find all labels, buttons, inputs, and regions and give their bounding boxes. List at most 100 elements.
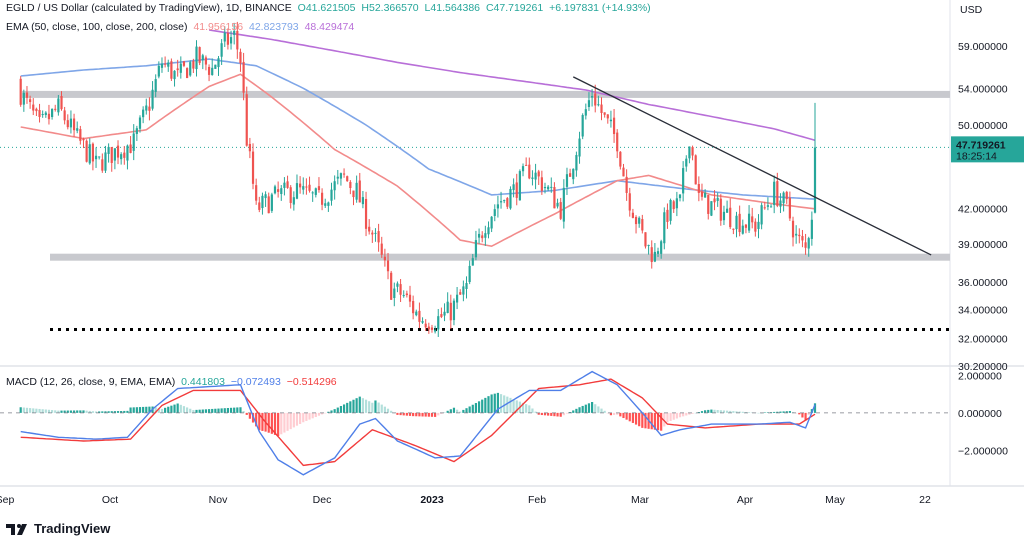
macd-hist-bar — [361, 398, 365, 413]
macd-hist-bar — [559, 412, 562, 417]
candle-body — [57, 98, 60, 113]
macd-hist-bar — [217, 408, 220, 413]
macd-hist-bar — [358, 396, 361, 413]
macd-hist-bar — [465, 408, 468, 413]
macd-hist-bar — [427, 412, 430, 417]
ema100-value: 42.823793 — [249, 21, 299, 33]
macd-hist-bar — [41, 409, 44, 413]
macd-hist-bar — [339, 406, 343, 413]
ema-legend[interactable]: EMA (50, close, 100, close, 200, close) … — [6, 21, 357, 33]
macd-hist-bar — [54, 410, 57, 413]
currency-label: USD — [960, 4, 983, 16]
candle-body — [594, 93, 597, 106]
last-price-tag — [951, 136, 1024, 163]
candle-body — [226, 33, 230, 45]
tradingview-brand[interactable]: TradingView — [6, 521, 110, 536]
candle-body — [47, 113, 51, 120]
macd-hist-bar — [616, 412, 619, 415]
macd-hist-bar — [663, 412, 666, 427]
macd-hist-bar — [201, 409, 204, 413]
candle-body — [242, 61, 245, 93]
macd-hist-bar — [462, 409, 465, 413]
candle-body — [531, 177, 534, 179]
candle-body — [148, 106, 151, 111]
candle-body — [779, 200, 782, 207]
macd-hist-bar — [415, 412, 418, 417]
candle-body — [474, 240, 478, 258]
macd-hist-bar — [682, 412, 685, 417]
candle-body — [286, 181, 289, 188]
candle-body — [603, 112, 606, 115]
macd-hist-bar — [120, 411, 123, 413]
macd-hist-bar — [98, 411, 101, 413]
candle-body — [292, 197, 295, 205]
candle-body — [380, 243, 383, 255]
macd-hist-bar — [94, 411, 98, 413]
macd-hist-bar — [499, 394, 503, 413]
macd-hist-bar — [60, 410, 63, 413]
candle-body — [484, 233, 487, 238]
macd-hist-bar — [135, 407, 138, 413]
macd-hist-bar — [129, 407, 132, 413]
macd-hist-bar — [678, 412, 682, 418]
candle-body — [547, 186, 550, 190]
macd-hist-bar — [578, 407, 581, 413]
candle-body — [587, 100, 591, 108]
macd-hist-bar — [443, 412, 446, 413]
macd-hist-bar — [487, 396, 490, 413]
macd-hist-bar — [377, 402, 380, 413]
candle-body — [107, 146, 110, 154]
macd-hist-bar — [691, 412, 694, 414]
candle-body — [113, 148, 116, 161]
macd-hist-bar — [107, 411, 110, 413]
candle-body — [185, 68, 189, 79]
candle-body — [682, 168, 685, 194]
candle-body — [295, 183, 299, 199]
ema50-value: 41.956156 — [193, 21, 244, 33]
macd-hist-bar — [132, 407, 135, 413]
macd-hist-bar — [540, 412, 543, 416]
candle-body — [399, 284, 402, 295]
time-tick-label: Dec — [313, 494, 332, 506]
macd-hist-bar — [572, 410, 575, 413]
candle-body — [509, 188, 512, 209]
candle-body — [123, 152, 126, 158]
candle-body — [229, 37, 233, 44]
candle-body — [264, 194, 267, 199]
candle-body — [339, 173, 343, 179]
candle-body — [729, 207, 732, 228]
macd-hist-bar — [380, 404, 383, 413]
macd-hist-bar — [267, 412, 270, 433]
macd-hist-bar — [537, 412, 540, 415]
candle-body — [600, 104, 603, 113]
time-tick-label: 2023 — [420, 494, 444, 506]
candle-body — [164, 63, 167, 65]
candle-body — [248, 143, 251, 152]
candle-body — [628, 193, 631, 211]
macd-hist-bar — [233, 407, 236, 413]
candle-body — [368, 226, 371, 232]
macd-hist-bar — [625, 412, 628, 420]
candle-body — [261, 195, 264, 209]
macd-hist-bar — [19, 407, 22, 413]
price-tick-label: 42.000000 — [958, 203, 1008, 215]
macd-line-value: −0.072493 — [230, 376, 281, 388]
macd-hist-bar — [69, 410, 73, 413]
macd-hist-bar — [38, 408, 41, 413]
candle-body — [142, 109, 145, 118]
macd-hist-bar — [606, 412, 609, 414]
candle-body — [54, 108, 57, 110]
candle-body — [154, 79, 157, 92]
candle-body — [189, 62, 192, 76]
candle-body — [716, 197, 719, 201]
macd-hist-bar — [145, 406, 148, 413]
macd-hist-bar — [211, 408, 214, 413]
macd-hist-bar — [273, 412, 277, 435]
macd-hist-bar — [644, 412, 647, 429]
macd-hist-bar — [672, 412, 675, 420]
macd-hist-bar — [521, 402, 525, 413]
macd-legend[interactable]: MACD (12, 26, close, 9, EMA, EMA) 0.4418… — [6, 376, 340, 388]
candle-body — [308, 184, 311, 191]
candle-body — [757, 221, 760, 229]
